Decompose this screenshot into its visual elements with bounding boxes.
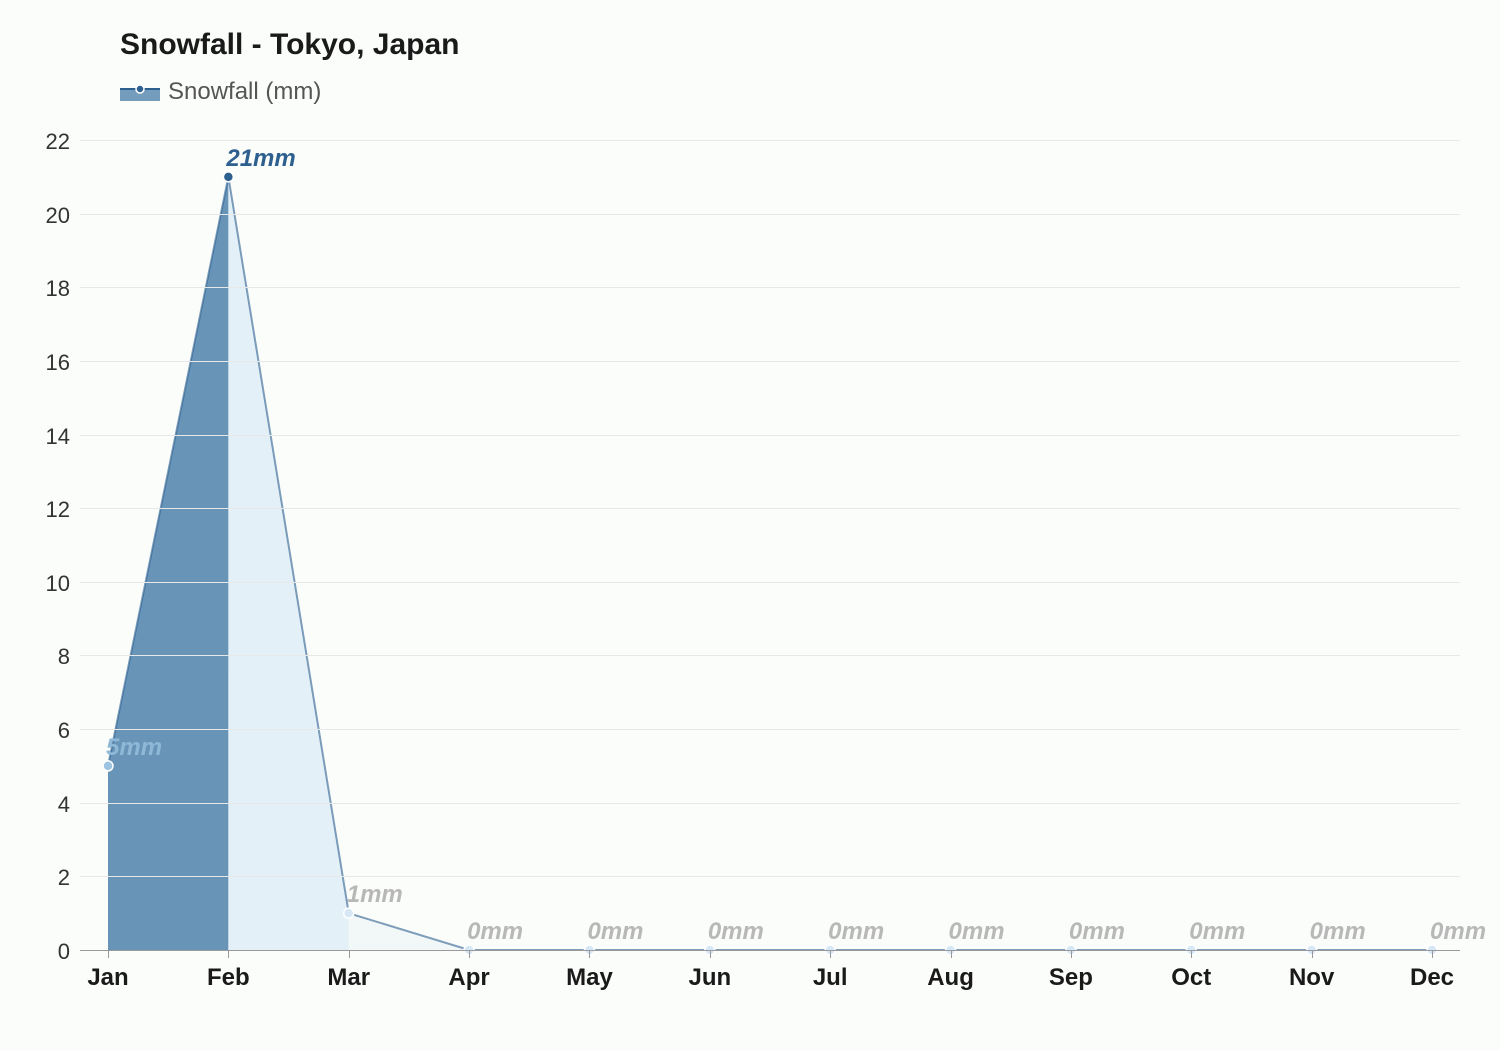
x-tick-label: Oct	[1151, 964, 1231, 992]
x-tick-label: Mar	[309, 964, 389, 992]
grid-line	[80, 214, 1460, 215]
x-tick-mark	[710, 950, 711, 958]
x-tick-label: Aug	[911, 964, 991, 992]
y-tick-label: 18	[25, 276, 70, 302]
y-tick-label: 8	[25, 644, 70, 670]
y-tick-label: 22	[25, 129, 70, 155]
data-label: 0mm	[828, 918, 884, 946]
legend-swatch	[120, 83, 160, 101]
data-label: 0mm	[1310, 918, 1366, 946]
grid-line	[80, 729, 1460, 730]
x-tick-mark	[830, 950, 831, 958]
chart-legend: Snowfall (mm)	[120, 78, 321, 106]
y-tick-label: 12	[25, 497, 70, 523]
snowfall-chart: Snowfall - Tokyo, Japan Snowfall (mm) 02…	[0, 0, 1500, 1050]
data-label: 0mm	[1069, 918, 1125, 946]
x-tick-label: Dec	[1392, 964, 1472, 992]
y-tick-label: 14	[25, 424, 70, 450]
y-tick-label: 0	[25, 939, 70, 965]
x-tick-label: Jan	[68, 964, 148, 992]
legend-label: Snowfall (mm)	[168, 78, 321, 106]
x-tick-mark	[108, 950, 109, 958]
y-tick-label: 10	[25, 571, 70, 597]
x-tick-mark	[951, 950, 952, 958]
data-label: 0mm	[949, 918, 1005, 946]
data-marker	[344, 908, 354, 918]
data-label: 0mm	[467, 918, 523, 946]
x-tick-label: May	[549, 964, 629, 992]
plot-area: 0246810121416182022JanFebMarAprMayJunJul…	[80, 140, 1460, 950]
x-tick-label: Feb	[188, 964, 268, 992]
chart-title: Snowfall - Tokyo, Japan	[120, 28, 460, 62]
grid-line	[80, 361, 1460, 362]
area-svg	[80, 140, 1460, 950]
x-tick-mark	[1432, 950, 1433, 958]
grid-line	[80, 435, 1460, 436]
y-tick-label: 20	[25, 203, 70, 229]
x-tick-mark	[469, 950, 470, 958]
y-tick-label: 6	[25, 718, 70, 744]
data-label: 5mm	[106, 734, 162, 762]
x-tick-mark	[1312, 950, 1313, 958]
data-label: 0mm	[1430, 918, 1486, 946]
x-tick-mark	[228, 950, 229, 958]
x-tick-label: Nov	[1272, 964, 1352, 992]
grid-line	[80, 582, 1460, 583]
data-marker	[103, 761, 113, 771]
data-label: 0mm	[587, 918, 643, 946]
x-tick-mark	[349, 950, 350, 958]
y-tick-label: 2	[25, 865, 70, 891]
data-label: 0mm	[708, 918, 764, 946]
x-tick-mark	[1191, 950, 1192, 958]
grid-line	[80, 655, 1460, 656]
x-axis-line	[80, 950, 1460, 951]
data-label: 21mm	[226, 145, 295, 173]
x-tick-label: Jun	[670, 964, 750, 992]
grid-line	[80, 287, 1460, 288]
y-tick-label: 16	[25, 350, 70, 376]
area-fill-dark	[108, 177, 228, 950]
x-tick-label: Jul	[790, 964, 870, 992]
grid-line	[80, 803, 1460, 804]
data-label: 1mm	[347, 881, 403, 909]
grid-line	[80, 140, 1460, 141]
x-tick-mark	[589, 950, 590, 958]
x-tick-label: Apr	[429, 964, 509, 992]
grid-line	[80, 876, 1460, 877]
data-label: 0mm	[1189, 918, 1245, 946]
x-tick-mark	[1071, 950, 1072, 958]
y-tick-label: 4	[25, 792, 70, 818]
x-tick-label: Sep	[1031, 964, 1111, 992]
data-marker	[223, 172, 233, 182]
grid-line	[80, 508, 1460, 509]
